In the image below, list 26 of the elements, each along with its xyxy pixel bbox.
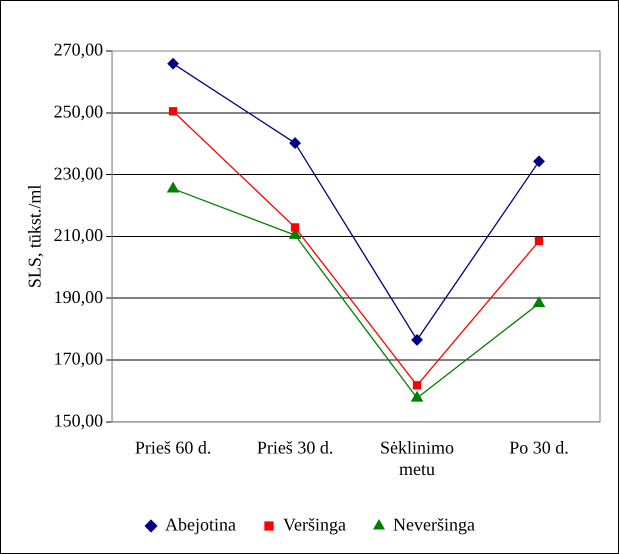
point <box>411 334 423 346</box>
point <box>290 223 300 232</box>
x-tick-label: Prieš 60 d. <box>134 437 212 458</box>
y-tick-label: 150,00 <box>54 410 104 431</box>
x-tick-label: Prieš 30 d. <box>256 437 334 458</box>
y-tick-label: 250,00 <box>54 102 104 122</box>
point <box>533 156 545 167</box>
point <box>412 381 422 390</box>
x-tick-label: Po 30 d. <box>509 437 569 458</box>
y-axis-title: SLS, tūkst./ml <box>24 184 45 288</box>
y-tick-label: 270,00 <box>54 40 104 60</box>
point <box>167 182 179 192</box>
legend-label: Abejotina <box>165 514 236 535</box>
y-tick-label: 170,00 <box>54 348 104 369</box>
point <box>533 296 545 308</box>
point <box>167 58 179 70</box>
point <box>411 391 423 402</box>
point <box>289 137 301 149</box>
legend-label: Neveršinga <box>393 514 475 535</box>
point <box>168 107 178 116</box>
y-tick-label: 190,00 <box>54 286 104 307</box>
legend-label: Veršinga <box>283 514 346 535</box>
y-tick-label: 210,00 <box>54 225 104 246</box>
point <box>534 236 544 246</box>
x-tick-label: Sėklinimo metu <box>380 437 454 479</box>
y-tick-label: 230,00 <box>54 163 104 184</box>
